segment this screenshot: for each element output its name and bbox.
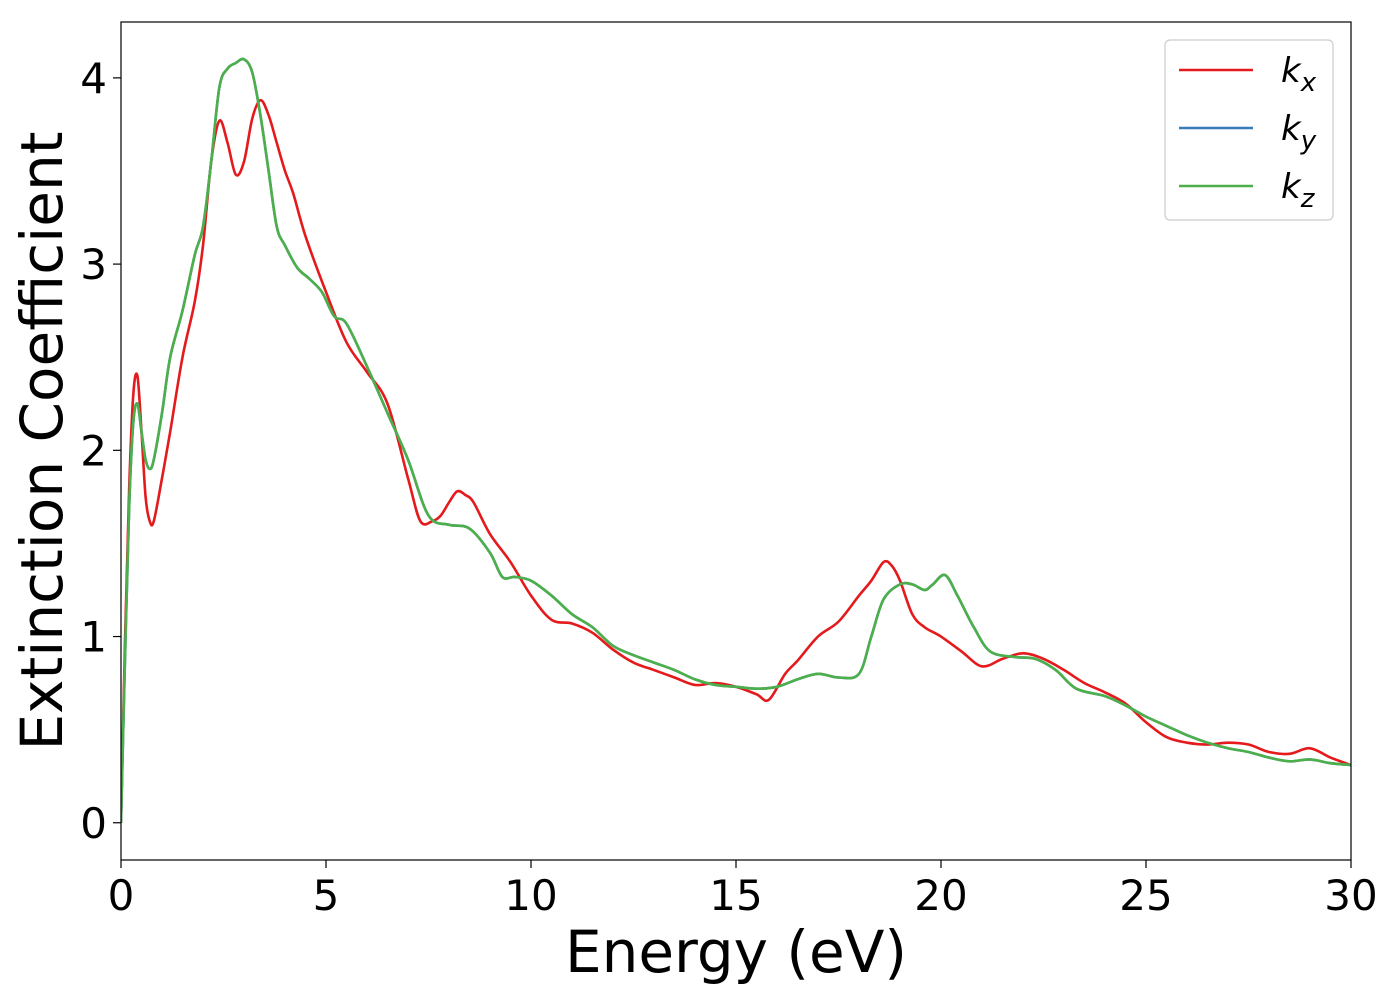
y-tick-label: 0	[80, 799, 107, 848]
x-axis: 0 5 10 15 20 25 30	[108, 860, 1378, 920]
legend: kx ky kz	[1164, 39, 1334, 221]
legend-frame	[1164, 39, 1334, 221]
x-tick-label: 20	[914, 871, 967, 920]
x-tick-label: 0	[108, 871, 135, 920]
y-tick-label: 2	[80, 426, 107, 475]
legend-label-y: ky	[1281, 109, 1317, 156]
legend-label-z: kz	[1281, 167, 1316, 214]
series-layer	[121, 57, 1351, 823]
series-line-x	[121, 98, 1351, 823]
x-tick-label: 15	[709, 871, 762, 920]
x-tick-label: 10	[504, 871, 557, 920]
y-tick-label: 3	[80, 240, 107, 289]
x-tick-label: 5	[313, 871, 340, 920]
x-tick-label: 25	[1119, 871, 1172, 920]
legend-label-x: kx	[1281, 51, 1317, 98]
y-tick-label: 1	[80, 613, 107, 662]
x-tick-label: 30	[1324, 871, 1377, 920]
y-axis: 0 1 2 3 4	[80, 54, 121, 848]
y-axis-label: Extinction Coefficient	[8, 132, 76, 751]
y-tick-label: 4	[80, 54, 107, 103]
series-line-z	[121, 57, 1351, 823]
x-axis-label: Energy (eV)	[565, 918, 907, 986]
